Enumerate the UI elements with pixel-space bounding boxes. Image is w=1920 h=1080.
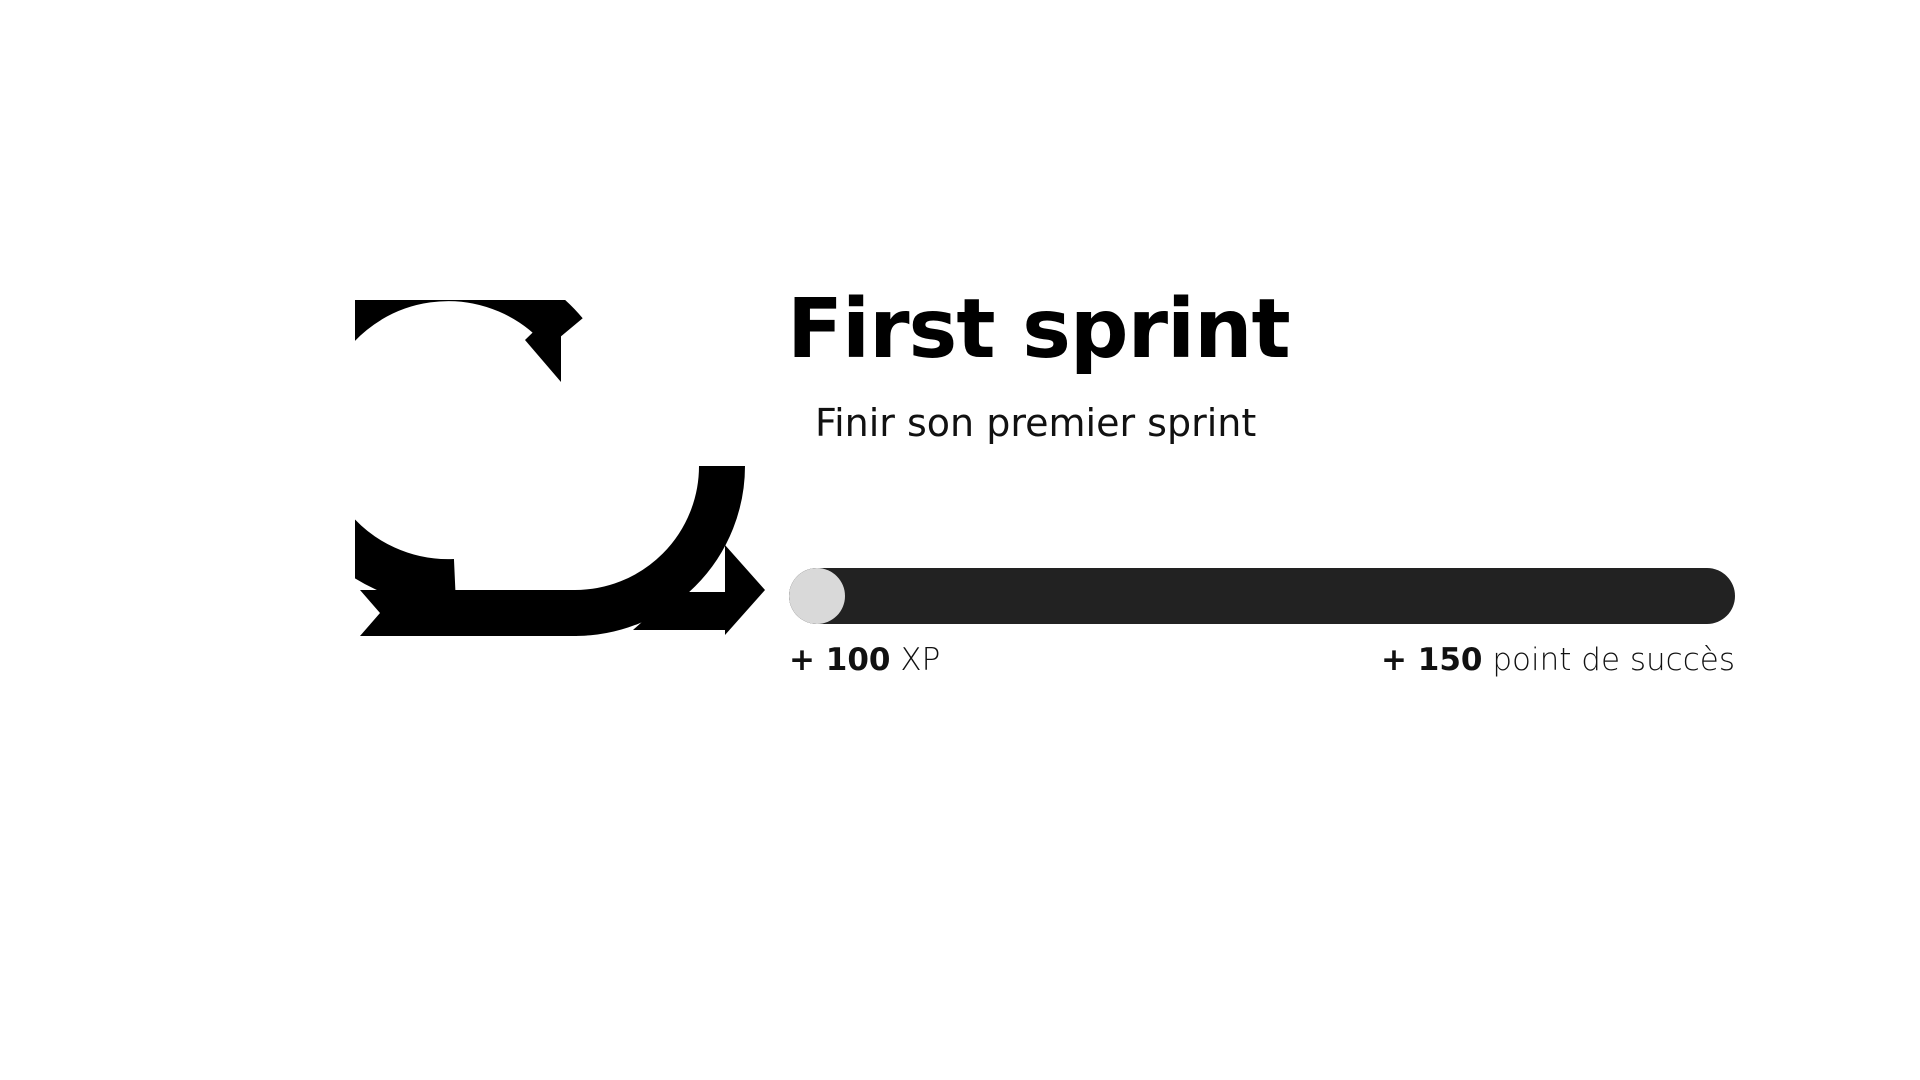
xp-reward: + 100 XP (789, 640, 940, 680)
progress-bar (789, 568, 1735, 624)
success-points-unit: point de succès (1492, 642, 1735, 678)
achievement-description: Finir son premier sprint (815, 401, 1257, 445)
xp-reward-unit: XP (900, 642, 941, 678)
sprint-cycle-icon (355, 300, 765, 675)
progress-bar-fill (789, 568, 845, 624)
success-points-amount: + 150 (1381, 642, 1483, 678)
achievement-title: First sprint (787, 282, 1291, 377)
xp-reward-amount: + 100 (789, 642, 891, 678)
success-points-reward: + 150 point de succès (1381, 640, 1735, 680)
